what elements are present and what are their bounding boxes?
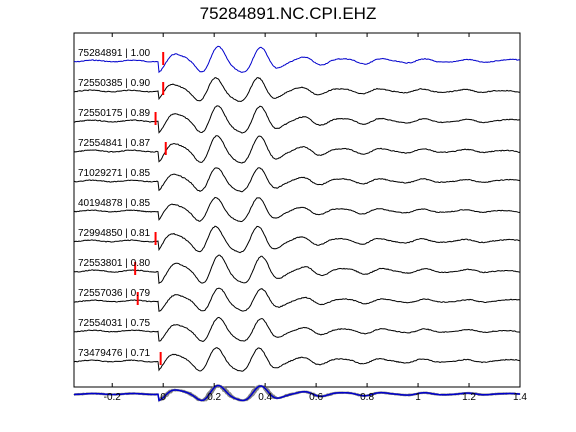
trace-label-group: 72994850 | 0.81 <box>78 228 151 239</box>
trace-line <box>73 45 521 74</box>
trace-label: 75284891 | 1.00 <box>78 48 151 59</box>
trace-label: 72557036 | 0.79 <box>78 288 151 299</box>
traces-group <box>73 45 521 372</box>
trace-line <box>73 316 521 342</box>
trace-label-group: 72554031 | 0.75 <box>78 318 151 329</box>
trace-label: 73479476 | 0.71 <box>78 348 151 359</box>
x-tick-label: 1 <box>415 392 421 403</box>
trace-label: 71029271 | 0.85 <box>78 168 151 179</box>
x-tick-label: 1.2 <box>462 392 476 403</box>
trace-label: 72550175 | 0.89 <box>78 108 151 119</box>
trace-label-group: 72553801 | 0.80 <box>78 258 151 269</box>
trace-label: 72550385 | 0.90 <box>78 78 151 89</box>
trace-label-group: 40194878 | 0.85 <box>78 198 151 209</box>
trace-label: 40194878 | 0.85 <box>78 198 151 209</box>
trace-label-group: 72554841 | 0.87 <box>78 138 151 149</box>
trace-line <box>73 225 521 254</box>
x-tick-label: 0.4 <box>258 392 272 403</box>
trace-label-group: 71029271 | 0.85 <box>78 168 151 179</box>
x-tick-label: -0.2 <box>104 392 122 403</box>
plot-frame <box>73 32 521 388</box>
trace-line <box>73 135 521 164</box>
trace-label-group: 72557036 | 0.79 <box>78 288 151 299</box>
trace-label-group: 72550175 | 0.89 <box>78 108 151 119</box>
trace-line <box>73 347 521 372</box>
picks-group <box>134 52 167 365</box>
x-tick-label: 0 <box>160 392 166 403</box>
trace-line <box>73 76 521 103</box>
trace-label: 72554031 | 0.75 <box>78 318 151 329</box>
x-tick-label: 1.4 <box>513 392 527 403</box>
trace-label-group: 72550385 | 0.90 <box>78 78 151 89</box>
trace-label-group: 75284891 | 1.00 <box>78 48 151 59</box>
trace-line <box>73 287 521 312</box>
stack-group <box>73 384 521 403</box>
trace-line <box>73 167 521 193</box>
chart-title: 75284891.NC.CPI.EHZ <box>199 4 377 23</box>
x-tick-label: 0.8 <box>360 392 374 403</box>
trace-label: 72553801 | 0.80 <box>78 258 151 269</box>
trace-label: 72554841 | 0.87 <box>78 138 151 149</box>
trace-label-group: 73479476 | 0.71 <box>78 348 151 359</box>
trace-line <box>73 254 521 285</box>
x-tick-label: 0.6 <box>309 392 323 403</box>
stack-mean-trace <box>74 384 521 402</box>
trace-line <box>73 105 521 134</box>
trace-line <box>73 196 521 223</box>
x-axis: -0.2 0 0.2 0.4 0.6 0.8 1 1.2 1.4 <box>104 33 527 403</box>
x-tick-label: 0.2 <box>207 392 221 403</box>
labels-group: 75284891 | 1.00 72550385 | 0.90 72550175 |… <box>78 48 151 359</box>
trace-label: 72994850 | 0.81 <box>78 228 151 239</box>
